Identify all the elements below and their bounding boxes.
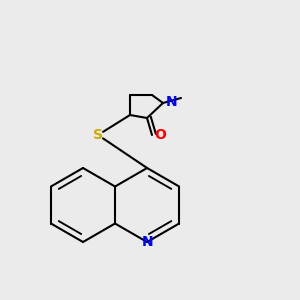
Text: O: O bbox=[154, 128, 166, 142]
Text: S: S bbox=[93, 128, 103, 142]
Text: N: N bbox=[141, 235, 153, 249]
Text: N: N bbox=[166, 95, 178, 109]
